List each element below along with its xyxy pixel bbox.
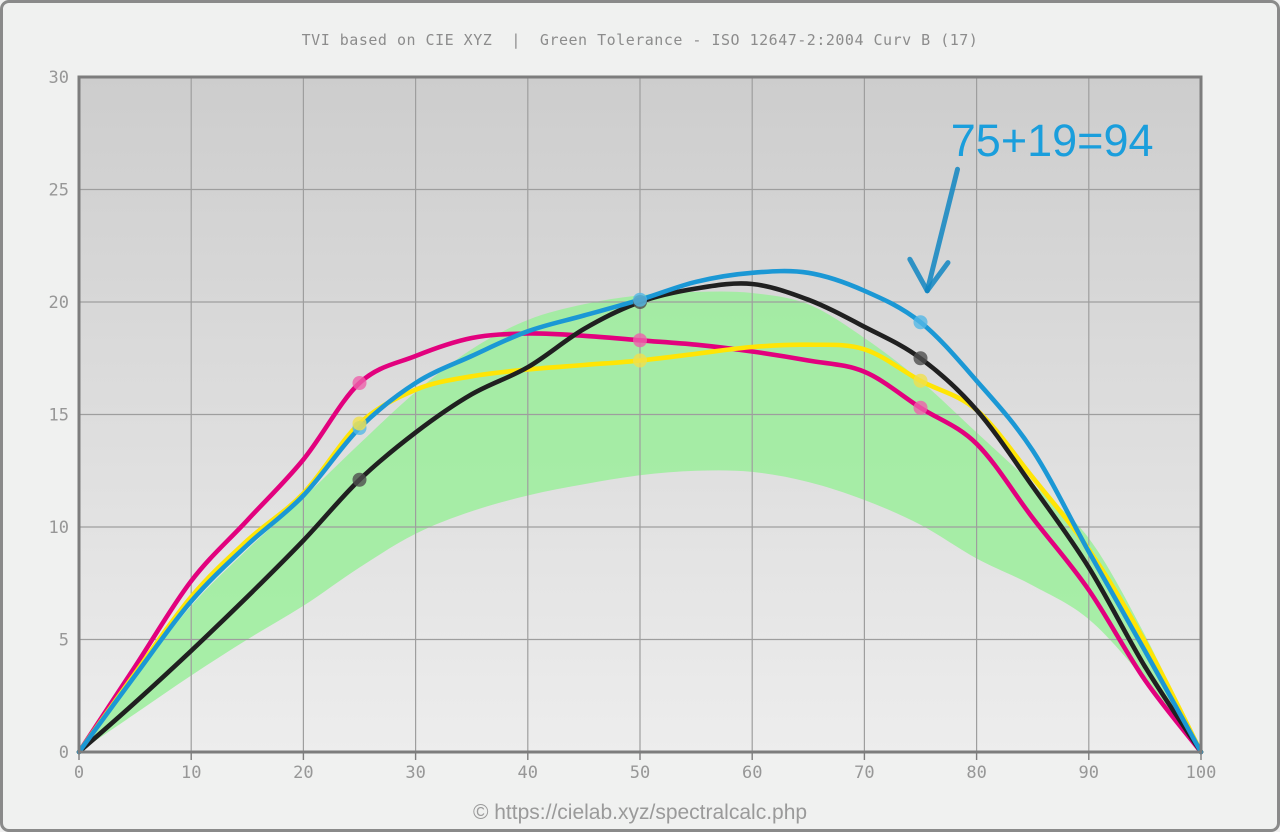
y-tick-label: 25 [49,181,69,201]
data-point-magenta-50 [633,333,647,348]
x-tick-label: 50 [630,763,650,783]
data-point-yellow-25 [352,416,367,431]
x-tick-label: 90 [1079,763,1099,783]
footer-credit-link[interactable]: © https://cielab.xyz/spectralcalc.php [472,801,808,824]
y-tick-label: 5 [59,631,69,651]
annotation-arrow-head-1 [924,260,951,294]
tvi-curve-yellow [76,342,1204,755]
chart-title: TVI based on CIE XYZ | Green Tolerance -… [301,31,979,49]
data-point-yellow-50 [633,353,647,368]
y-tick-label: 10 [49,518,69,538]
y-tick-label: 30 [49,68,69,88]
data-point-black-75 [913,351,928,366]
data-point-black-25 [352,472,367,487]
x-tick-label: 30 [405,763,425,783]
data-point-cyan-75 [913,315,928,330]
annotation-arrow-shaft [924,166,961,294]
data-point-magenta-25 [352,376,367,390]
tvi-curve-cyan [76,268,1204,755]
x-tick-label: 80 [966,763,986,783]
y-tick-label: 0 [59,743,69,763]
x-tick-label: 40 [518,763,538,783]
plot-border [77,75,1203,754]
data-point-magenta-75 [913,400,928,415]
y-tick-label: 20 [49,293,69,313]
x-tick-label: 70 [854,763,874,783]
x-tick-label: 10 [181,763,201,783]
annotation-text: 75+19=94 [951,115,1154,166]
x-tick-label: 0 [74,763,84,783]
data-point-cyan-50 [633,292,647,307]
annotation-arrow-head-0 [907,256,930,294]
data-point-yellow-75 [913,373,928,388]
x-tick-label: 20 [293,763,313,783]
y-tick-label: 15 [49,406,69,426]
x-tick-label: 60 [742,763,762,783]
x-tick-label: 100 [1186,763,1217,783]
